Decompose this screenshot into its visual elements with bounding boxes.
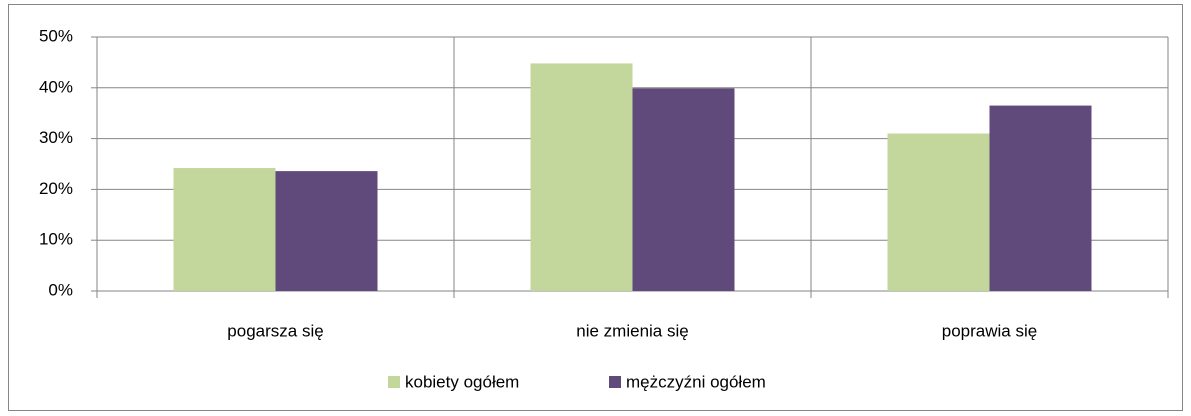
y-tick-label: 0% bbox=[48, 280, 73, 299]
legend-label: kobiety ogółem bbox=[405, 372, 519, 391]
bar bbox=[275, 171, 378, 291]
bar bbox=[173, 168, 276, 291]
bar bbox=[887, 133, 990, 291]
y-tick-label: 50% bbox=[39, 26, 73, 45]
x-tick-label: pogarsza się bbox=[227, 321, 323, 340]
y-tick-label: 30% bbox=[39, 128, 73, 147]
legend-label: mężczyźni ogółem bbox=[626, 372, 766, 391]
x-tick-label: nie zmienia się bbox=[576, 321, 688, 340]
bar bbox=[632, 88, 735, 291]
legend-swatch bbox=[388, 376, 400, 388]
legend-swatch bbox=[609, 376, 621, 388]
y-tick-label: 20% bbox=[39, 179, 73, 198]
bar bbox=[530, 63, 633, 291]
bar bbox=[989, 105, 1092, 291]
x-tick-label: poprawia się bbox=[942, 321, 1037, 340]
y-tick-label: 10% bbox=[39, 230, 73, 249]
y-tick-label: 40% bbox=[39, 77, 73, 96]
